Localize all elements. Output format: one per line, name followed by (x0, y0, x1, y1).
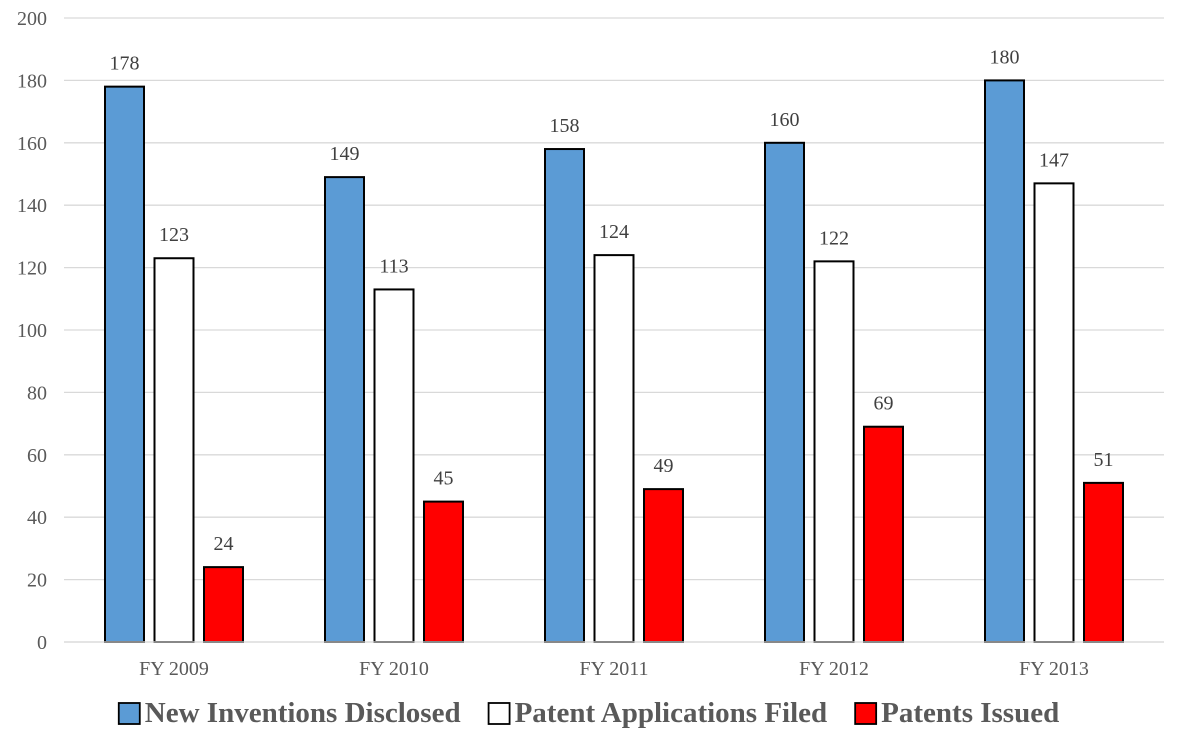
bar-patents-issued-fy-2011 (643, 488, 684, 643)
bar-patent-applications-filed-fy-2011 (593, 254, 635, 643)
data-label-patent-applications-filed-fy-2012: 122 (819, 227, 849, 249)
legend: New Inventions Disclosed Patent Applicati… (117, 697, 1059, 729)
x-tick-label: FY 2011 (579, 658, 648, 680)
data-label-patents-issued-fy-2010: 45 (434, 468, 454, 490)
bar-patents-issued-fy-2012 (863, 425, 904, 643)
data-label-patent-applications-filed-fy-2010: 113 (379, 255, 408, 277)
data-label-patent-applications-filed-fy-2011: 124 (599, 221, 629, 243)
bar-patents-issued-fy-2010 (423, 500, 464, 643)
y-axis: 0 20 40 60 80 100 120 140 160 180 200 (17, 8, 47, 654)
bar-new-inventions-disclosed-fy-2010 (324, 176, 365, 643)
legend-swatch (487, 702, 511, 725)
bars (104, 79, 1124, 644)
bar-patents-issued-fy-2013 (1083, 481, 1124, 643)
bar-patent-applications-filed-fy-2010 (373, 288, 415, 643)
y-tick-label: 40 (27, 507, 47, 529)
x-axis: FY 2009 FY 2010 FY 2011 FY 2012 FY 2013 (64, 641, 1164, 680)
y-tick-label: 160 (17, 133, 47, 155)
data-label-new-inventions-disclosed-fy-2009: 178 (110, 53, 140, 75)
y-tick-label: 20 (27, 570, 47, 592)
legend-swatch (117, 702, 141, 725)
legend-item-patents-issued: Patents Issued (854, 697, 1059, 729)
data-label-new-inventions-disclosed-fy-2010: 149 (330, 143, 360, 165)
y-tick-label: 60 (27, 445, 47, 467)
data-label-patents-issued-fy-2009: 24 (214, 533, 234, 555)
legend-item-new-inventions-disclosed: New Inventions Disclosed (117, 697, 461, 729)
bar-patent-applications-filed-fy-2009 (153, 257, 195, 643)
legend-item-patent-applications-filed: Patent Applications Filed (487, 697, 828, 729)
bar-patent-applications-filed-fy-2013 (1033, 182, 1075, 644)
legend-label: Patents Issued (881, 697, 1059, 729)
y-tick-label: 100 (17, 320, 47, 342)
legend-swatch (854, 702, 878, 725)
y-tick-label: 200 (17, 8, 47, 30)
bar-patent-applications-filed-fy-2012 (813, 260, 855, 643)
data-label-new-inventions-disclosed-fy-2012: 160 (770, 109, 800, 131)
legend-label: New Inventions Disclosed (145, 697, 461, 729)
y-tick-label: 180 (17, 70, 47, 92)
x-tick-label: FY 2013 (1019, 658, 1089, 680)
bar-new-inventions-disclosed-fy-2013 (984, 79, 1025, 643)
y-tick-label: 120 (17, 258, 47, 280)
data-label-patents-issued-fy-2012: 69 (874, 393, 894, 415)
data-label-patents-issued-fy-2011: 49 (654, 455, 674, 477)
data-label-patent-applications-filed-fy-2013: 147 (1039, 149, 1069, 171)
data-label-patents-issued-fy-2013: 51 (1094, 449, 1114, 471)
x-tick-label: FY 2009 (139, 658, 209, 680)
y-tick-label: 0 (37, 632, 47, 654)
y-tick-label: 140 (17, 195, 47, 217)
bar-patents-issued-fy-2009 (203, 566, 244, 643)
legend-label: Patent Applications Filed (515, 697, 828, 729)
bar-new-inventions-disclosed-fy-2011 (544, 148, 585, 643)
x-tick-label: FY 2012 (799, 658, 869, 680)
bar-new-inventions-disclosed-fy-2012 (764, 141, 805, 644)
y-tick-label: 80 (27, 382, 47, 404)
data-labels: 178 123 24 149 113 45 158 124 49 160 122 69 180 147 51 (110, 46, 1114, 555)
data-label-new-inventions-disclosed-fy-2011: 158 (550, 115, 580, 137)
bar-new-inventions-disclosed-fy-2009 (104, 85, 145, 643)
data-label-new-inventions-disclosed-fy-2013: 180 (990, 46, 1020, 68)
data-label-patent-applications-filed-fy-2009: 123 (159, 224, 189, 246)
x-tick-label: FY 2010 (359, 658, 429, 680)
